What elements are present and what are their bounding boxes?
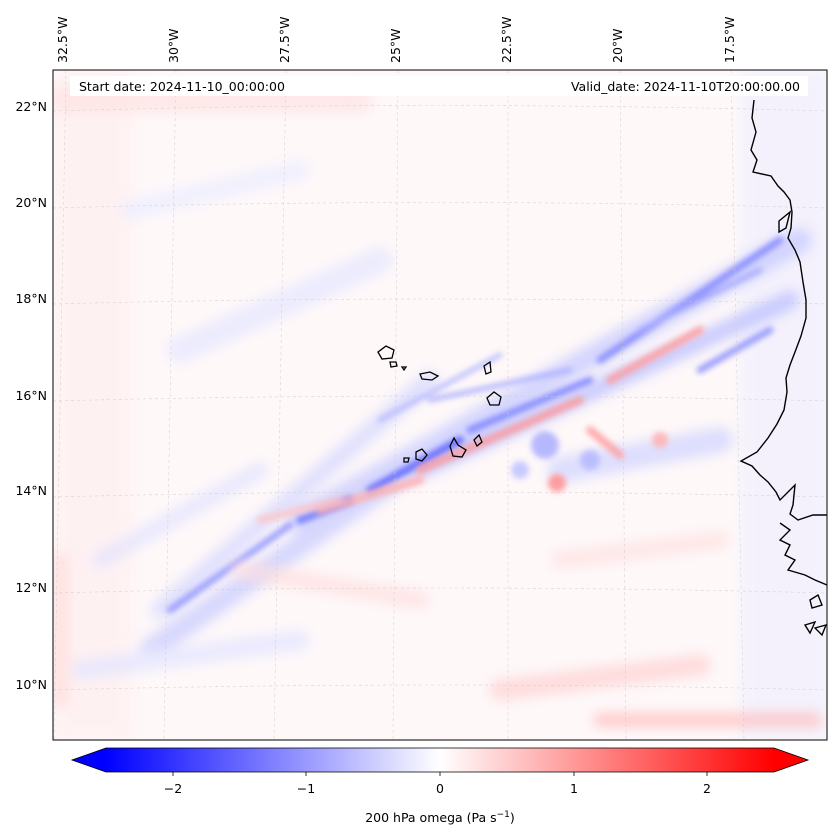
lat-label: 16°N — [15, 388, 47, 403]
lon-label: 22.5°W — [499, 17, 514, 63]
islands — [377, 345, 502, 463]
map-frame — [52, 69, 828, 741]
valid-date-label: Valid_date: 2024-11-10T20:00:00.00 — [571, 79, 800, 94]
lon-label: 25°W — [388, 28, 403, 63]
colorbar-high-extend — [774, 748, 808, 772]
lat-label: 10°N — [15, 677, 47, 692]
start-date-label: Start date: 2024-11-10_00:00:00 — [79, 79, 285, 94]
lat-label: 22°N — [15, 99, 47, 114]
colorbar-body — [106, 748, 774, 772]
lon-axis-labels: 32.5°W 30°W 27.5°W 25°W 22.5°W 20°W 17.5… — [55, 17, 737, 63]
lon-label: 20°W — [610, 28, 625, 63]
lon-label: 30°W — [166, 28, 181, 63]
omega-field — [53, 70, 827, 740]
lat-label: 20°N — [15, 195, 47, 210]
colorbar-title-sup: −1 — [497, 810, 510, 820]
colorbar-tick: 2 — [703, 781, 711, 796]
map-panel: Start date: 2024-11-10_00:00:00 Valid_da… — [52, 69, 828, 741]
colorbar-tick: 1 — [570, 781, 578, 796]
colorbar-tick: −2 — [164, 781, 182, 796]
lon-label: 17.5°W — [722, 17, 737, 63]
colorbar-low-extend — [72, 748, 106, 772]
lon-label: 32.5°W — [55, 17, 70, 63]
colorbar-title-main: 200 hPa omega (Pa s — [365, 810, 496, 825]
colorbar-tick: 0 — [436, 781, 444, 796]
lat-label: 12°N — [15, 580, 47, 595]
lon-label: 27.5°W — [277, 17, 292, 63]
colorbar-title: 200 hPa omega (Pa s−1) — [365, 810, 515, 825]
gridlines — [53, 70, 827, 740]
title-bar — [70, 76, 808, 96]
coastline — [739, 99, 827, 637]
lat-label: 18°N — [15, 291, 47, 306]
colorbar: −2 −1 0 1 2 200 hPa omega (Pa s−1) — [70, 747, 810, 825]
lat-label: 14°N — [15, 483, 47, 498]
colorbar-title-close: ) — [510, 810, 515, 825]
colorbar-tick: −1 — [297, 781, 315, 796]
lat-axis-labels: 22°N 20°N 18°N 16°N 14°N 12°N 10°N — [15, 99, 47, 692]
